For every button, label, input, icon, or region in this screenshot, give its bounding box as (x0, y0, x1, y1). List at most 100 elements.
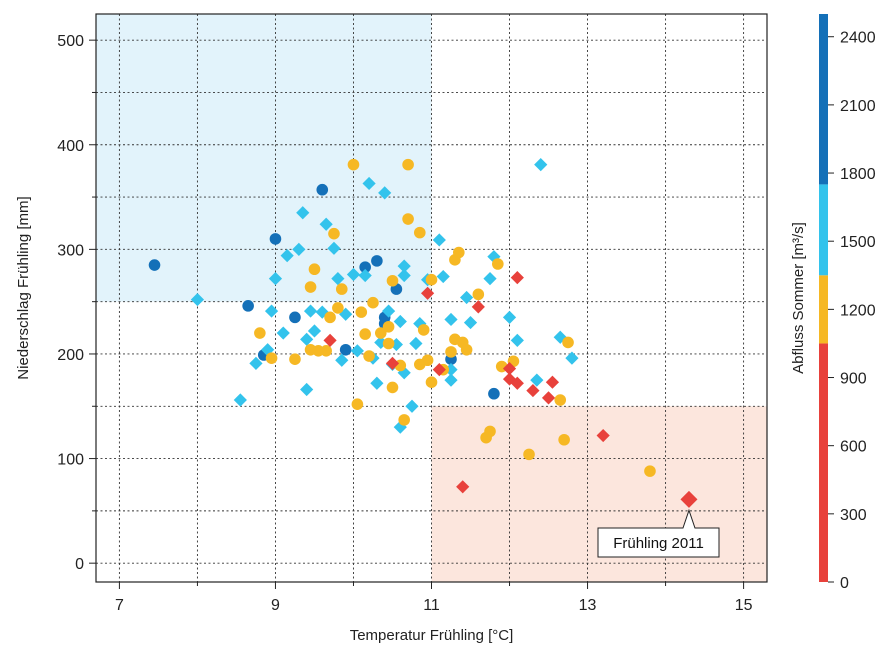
data-point (445, 346, 457, 358)
data-point (233, 393, 247, 407)
data-point (289, 353, 301, 365)
data-point (444, 373, 458, 387)
colorbar-band (819, 343, 828, 582)
data-point (530, 373, 544, 387)
data-point (355, 306, 368, 318)
data-point (565, 351, 579, 365)
data-point (460, 343, 473, 356)
data-point (393, 314, 407, 329)
data-point (371, 255, 383, 267)
data-point (148, 259, 161, 271)
y-tick-label: 300 (57, 242, 84, 259)
data-point (523, 448, 535, 461)
data-point (397, 268, 411, 283)
x-axis-title: Temperatur Frühling [°C] (350, 627, 514, 644)
data-point (402, 158, 414, 171)
data-point (346, 267, 361, 282)
x-tick-label: 7 (115, 597, 124, 614)
data-point (386, 274, 399, 287)
data-point (420, 286, 435, 300)
data-point (374, 327, 387, 339)
data-point (378, 186, 392, 200)
data-point (289, 311, 301, 324)
data-point (484, 425, 496, 438)
data-point (254, 327, 266, 339)
data-point (370, 376, 384, 390)
data-point (421, 354, 434, 367)
data-point (397, 259, 411, 273)
x-tick-label: 13 (579, 597, 597, 614)
data-point-highlight (680, 490, 698, 508)
data-point (502, 362, 517, 376)
data-point (432, 363, 446, 377)
data-point (425, 376, 438, 389)
colorbar-tick-label: 300 (840, 507, 867, 524)
data-point (339, 343, 352, 356)
data-point (397, 366, 411, 380)
data-point (363, 350, 375, 362)
colorbar-tick-label: 2100 (840, 98, 876, 115)
data-point (460, 290, 474, 305)
y-axis-title: Niederschlag Frühling [mm] (15, 196, 32, 379)
data-point (335, 353, 349, 367)
data-point (323, 333, 337, 347)
data-point (463, 315, 478, 330)
x-tick-label: 11 (423, 597, 440, 614)
data-point (487, 250, 501, 264)
y-tick-label: 500 (57, 33, 84, 50)
data-point (562, 336, 574, 349)
colorbar-tick-label: 1800 (840, 166, 876, 183)
colorbar-tick-label: 600 (840, 439, 867, 456)
data-point (324, 311, 336, 324)
data-point (276, 326, 290, 340)
data-point (190, 292, 205, 307)
data-point (300, 332, 314, 346)
data-point (558, 433, 570, 446)
data-point (319, 217, 333, 231)
colorbar-band (819, 184, 828, 276)
data-point (296, 206, 310, 220)
highlight-region-1 (96, 14, 432, 302)
data-point (405, 399, 419, 413)
data-point (328, 227, 340, 240)
colorbar-band (819, 275, 828, 344)
data-point (393, 420, 407, 434)
annotation-callout: Frühling 2011 (597, 508, 720, 558)
data-point (545, 375, 560, 389)
data-point (362, 176, 376, 191)
data-point (265, 352, 278, 364)
data-point (335, 283, 348, 295)
data-point (526, 383, 540, 398)
data-point (268, 272, 283, 286)
data-point (315, 305, 329, 319)
data-point (300, 382, 314, 397)
data-point (425, 273, 438, 286)
data-point (264, 304, 279, 318)
colorbar: 0 300 600 900 1200 1500 1800 2100 2400 (819, 14, 876, 592)
data-point (417, 324, 430, 336)
data-point (436, 269, 450, 284)
data-point (492, 258, 504, 270)
colorbar-tick-label: 900 (840, 371, 867, 388)
data-point (382, 337, 395, 350)
data-point (483, 272, 497, 286)
data-point (316, 183, 329, 196)
colorbar-title: Abfluss Sommer [m³/s] (790, 222, 807, 374)
data-point (510, 271, 524, 285)
data-point (261, 343, 275, 357)
data-point (303, 304, 318, 318)
annotation-label: Frühling 2011 (613, 535, 704, 552)
data-point (553, 330, 567, 344)
data-point (510, 333, 524, 347)
axis-ticks: 7 9 11 13 15 0 100 200 300 400 500 (57, 33, 752, 614)
data-point (359, 261, 371, 273)
data-point (413, 226, 426, 239)
data-point (541, 391, 556, 405)
data-point (510, 376, 524, 390)
data-point (644, 465, 656, 477)
y-tick-label: 0 (75, 556, 84, 573)
colorbar-tick-label: 2400 (840, 30, 876, 47)
data-point (385, 356, 400, 370)
data-point (502, 372, 517, 386)
